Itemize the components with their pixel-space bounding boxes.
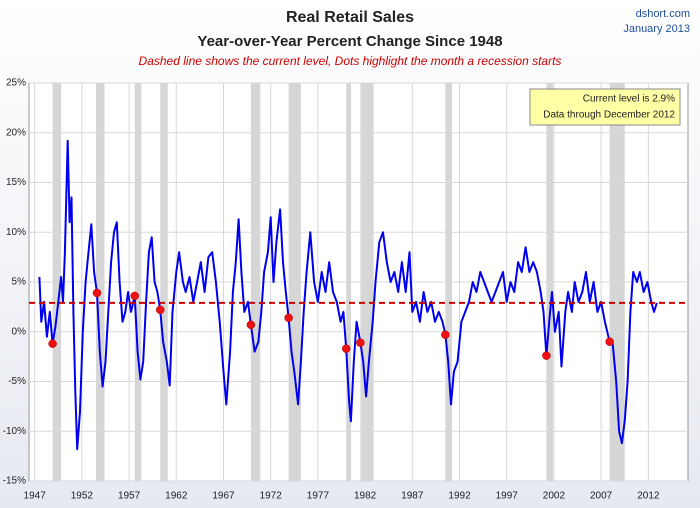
x-tick-label: 1962 bbox=[165, 491, 188, 502]
chart-title: Real Retail Sales bbox=[286, 9, 414, 26]
y-tick-label: 20% bbox=[6, 127, 26, 138]
x-tick-label: 1997 bbox=[496, 491, 519, 502]
y-tick-label: 0% bbox=[12, 326, 27, 337]
x-tick-label: 2012 bbox=[637, 491, 660, 502]
x-tick-label: 2002 bbox=[543, 491, 566, 502]
x-tick-label: 1947 bbox=[24, 491, 47, 502]
recession-start-dot bbox=[246, 320, 256, 330]
y-tick-label: 10% bbox=[6, 227, 26, 238]
y-tick-label: -15% bbox=[3, 476, 26, 487]
x-tick-label: 1957 bbox=[118, 491, 141, 502]
recession-start-dot bbox=[284, 313, 293, 323]
chart-note: Dashed line shows the current level, Dot… bbox=[139, 54, 562, 68]
annotation: Current level is 2.9% bbox=[583, 94, 675, 105]
x-tick-label: 1972 bbox=[260, 491, 283, 502]
y-tick-label: -10% bbox=[3, 426, 26, 437]
x-tick-label: 1987 bbox=[401, 491, 424, 502]
x-tick-label: 2007 bbox=[590, 491, 613, 502]
annotation: Data through December 2012 bbox=[543, 110, 675, 121]
x-tick-label: 1977 bbox=[307, 491, 330, 502]
x-tick-label: 1967 bbox=[212, 491, 235, 502]
recession-start-dot bbox=[155, 305, 165, 315]
recession-start-dot bbox=[542, 351, 551, 360]
y-tick-label: 5% bbox=[12, 277, 27, 288]
date: January 2013 bbox=[623, 23, 690, 35]
recession-start-dot bbox=[130, 291, 139, 301]
y-tick-label: 25% bbox=[6, 78, 26, 89]
y-tick-label: 15% bbox=[6, 177, 26, 188]
x-tick-label: 1982 bbox=[354, 491, 377, 502]
recession-start-dot bbox=[605, 337, 614, 346]
plot: -15% -10% -5% 0% 5% 10% 15% 20% 25% 1947 1952 1957 1… bbox=[3, 78, 688, 502]
recession-start-dot bbox=[341, 344, 351, 353]
chart-subtitle: Year-over-Year Percent Change Since 1948 bbox=[197, 33, 502, 50]
recession-start-dot bbox=[92, 288, 102, 298]
recession-start-dot bbox=[48, 339, 57, 348]
annotation-box bbox=[529, 88, 681, 126]
y-tick-label: -5% bbox=[8, 376, 26, 387]
recession-start-dot bbox=[356, 338, 365, 347]
x-tick-label: 1992 bbox=[448, 491, 471, 502]
recession-start-dot bbox=[441, 330, 450, 339]
source: dshort.com bbox=[636, 8, 690, 20]
data-line bbox=[38, 139, 658, 451]
x-tick-label: 1952 bbox=[71, 491, 94, 502]
